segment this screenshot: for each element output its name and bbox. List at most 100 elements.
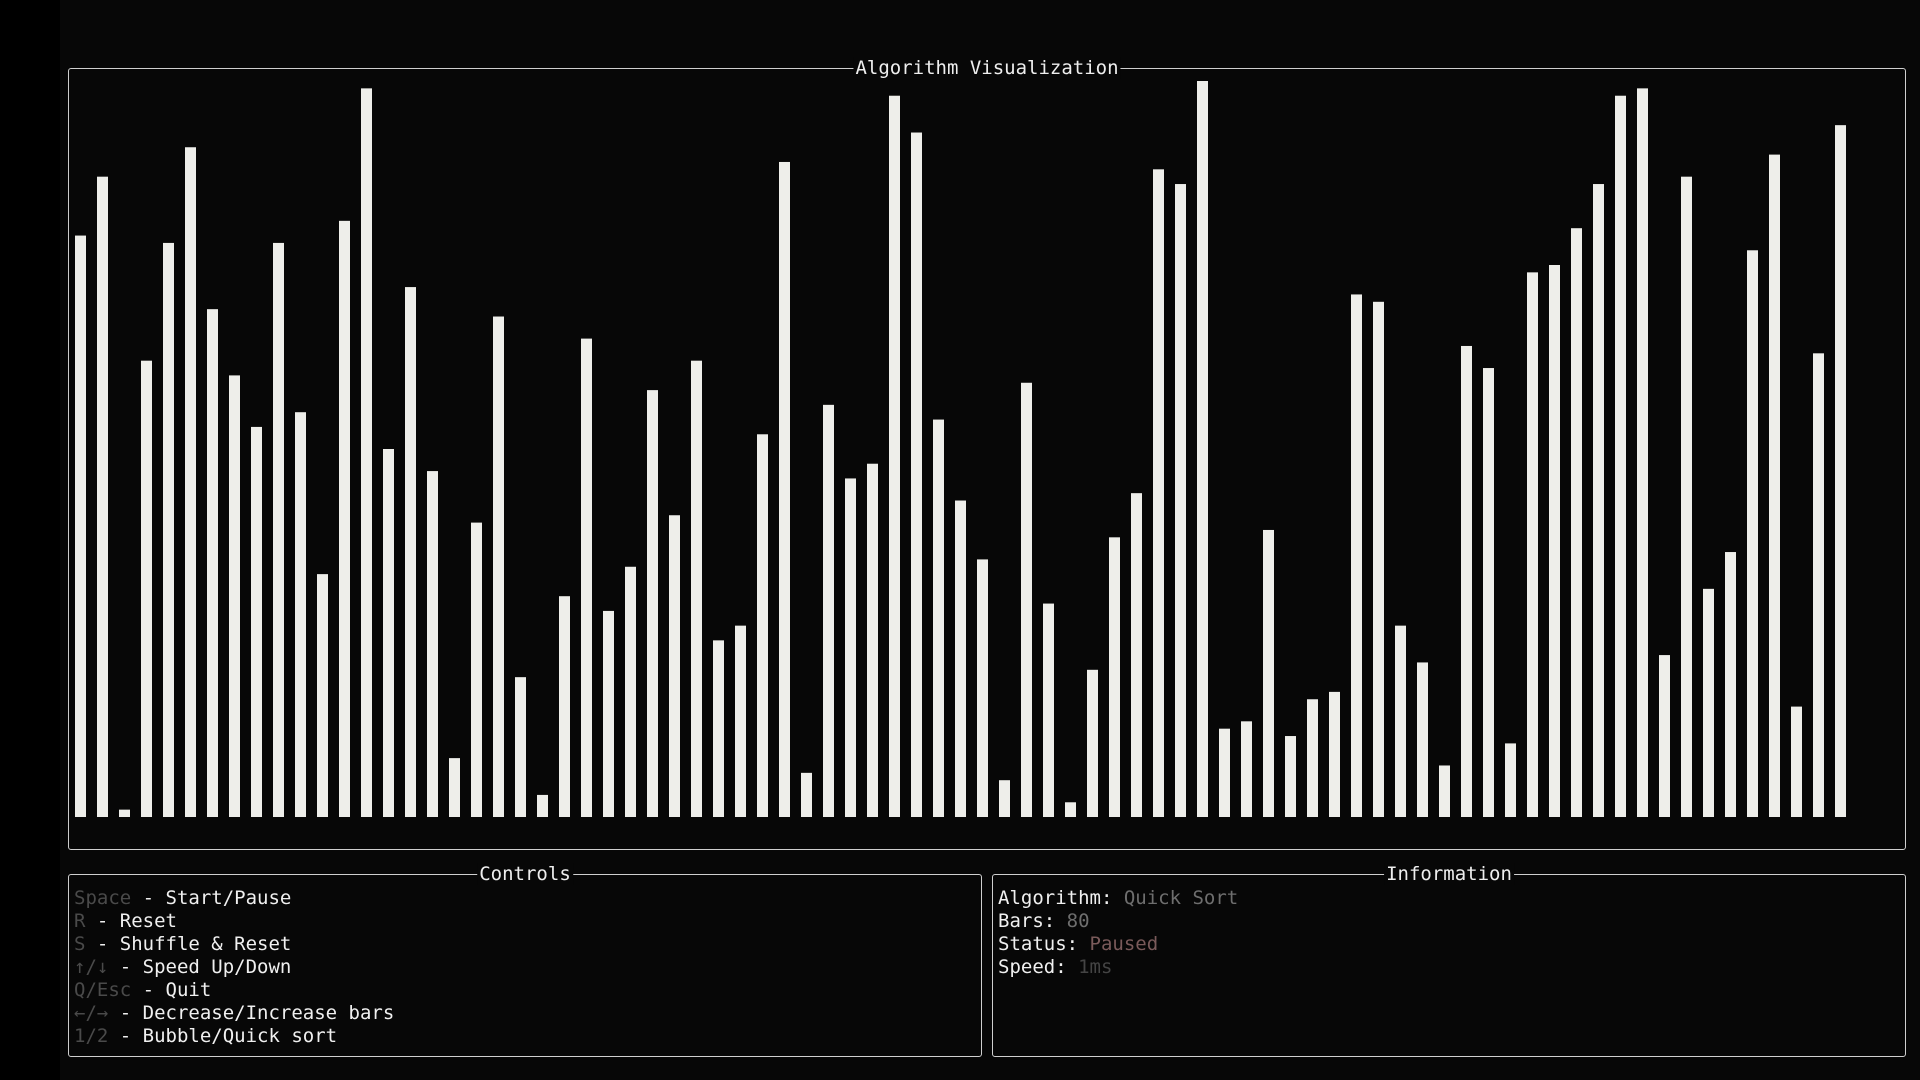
control-item: Q/Esc - Quit (74, 979, 394, 1002)
bar (383, 449, 394, 817)
bars-row: Bars: 80 (998, 910, 1238, 933)
bar (317, 574, 328, 817)
bar (581, 338, 592, 817)
information-title: Information (1384, 863, 1514, 885)
bar (1417, 662, 1428, 817)
bar (1219, 728, 1230, 817)
control-item: S - Shuffle & Reset (74, 933, 394, 956)
control-key: ←/→ (74, 1002, 109, 1024)
control-key: Space (74, 887, 132, 909)
bar (119, 809, 130, 817)
control-item: ←/→ - Decrease/Increase bars (74, 1002, 394, 1025)
speed-label: Speed: (998, 956, 1079, 978)
bar (933, 419, 944, 817)
bar (1703, 588, 1714, 817)
bar (405, 287, 416, 817)
bar (955, 500, 966, 817)
bar (1373, 301, 1384, 817)
bar (1065, 802, 1076, 817)
controls-list: Space - Start/Pause R - Reset S - Shuffl… (74, 887, 394, 1048)
bar (1593, 184, 1604, 817)
bar (823, 404, 834, 817)
control-key: R (74, 910, 86, 932)
control-item: R - Reset (74, 910, 394, 933)
bar (1659, 655, 1670, 817)
bar (1637, 88, 1648, 818)
bar (801, 772, 812, 817)
bar (1461, 345, 1472, 817)
control-desc: - Decrease/Increase bars (108, 1002, 395, 1024)
status-row: Status: Paused (998, 933, 1238, 956)
bars-label: Bars: (998, 910, 1067, 932)
bar (471, 522, 482, 817)
bar (339, 220, 350, 818)
bar (691, 360, 702, 817)
bar (449, 758, 460, 817)
control-key: 1/2 (74, 1025, 109, 1047)
bar (185, 147, 196, 817)
speed-value: 1ms (1078, 956, 1113, 978)
bar (625, 566, 636, 817)
bar (361, 88, 372, 818)
bar (515, 677, 526, 817)
bar (889, 95, 900, 818)
bar (295, 412, 306, 817)
algorithm-label: Algorithm: (998, 887, 1124, 909)
bar (1087, 669, 1098, 817)
control-key: ↑/↓ (74, 956, 109, 978)
bar (1505, 743, 1516, 817)
bar (1747, 250, 1758, 817)
bar (141, 360, 152, 817)
bar (1307, 699, 1318, 817)
control-desc: - Start/Pause (131, 887, 292, 909)
bar (735, 625, 746, 817)
visualization-panel: Algorithm Visualization (68, 57, 1906, 850)
bar (1791, 706, 1802, 817)
bar (1527, 272, 1538, 817)
controls-panel: Controls Space - Start/Pause R - Reset S… (68, 863, 982, 1057)
control-desc: - Quit (131, 979, 212, 1001)
bar (1329, 691, 1340, 817)
bar (1153, 169, 1164, 817)
bar (1571, 228, 1582, 817)
bar (757, 434, 768, 817)
bar (1439, 765, 1450, 817)
bar (1285, 736, 1296, 817)
bar (1395, 625, 1406, 817)
bar (911, 132, 922, 817)
bar (1769, 154, 1780, 818)
bar (1263, 529, 1274, 817)
bar (647, 390, 658, 817)
bar (845, 478, 856, 817)
bar (1483, 368, 1494, 817)
information-list: Algorithm: Quick Sort Bars: 80 Status: P… (998, 887, 1238, 979)
bar (273, 242, 284, 818)
status-value: Paused (1089, 933, 1159, 955)
bar (97, 176, 108, 817)
bar-chart (75, 81, 1846, 818)
bar (1835, 125, 1846, 817)
bar (207, 309, 218, 817)
bar (559, 596, 570, 817)
bar (1197, 81, 1208, 817)
bar (977, 559, 988, 817)
bar (537, 794, 548, 817)
bar (229, 375, 240, 817)
bar (603, 610, 614, 817)
bars-value: 80 (1066, 910, 1090, 932)
bar (427, 471, 438, 817)
controls-title: Controls (477, 863, 573, 885)
control-desc: - Shuffle & Reset (85, 933, 292, 955)
bar (75, 235, 86, 817)
control-item: ↑/↓ - Speed Up/Down (74, 956, 394, 979)
bar (1549, 265, 1560, 817)
bar (1615, 95, 1626, 818)
control-desc: - Bubble/Quick sort (108, 1025, 338, 1047)
bar (1351, 294, 1362, 817)
bar (1813, 353, 1824, 817)
control-desc: - Speed Up/Down (108, 956, 292, 978)
bar (1725, 552, 1736, 817)
algorithm-row: Algorithm: Quick Sort (998, 887, 1238, 910)
control-key: S (74, 933, 86, 955)
bar (669, 515, 680, 817)
